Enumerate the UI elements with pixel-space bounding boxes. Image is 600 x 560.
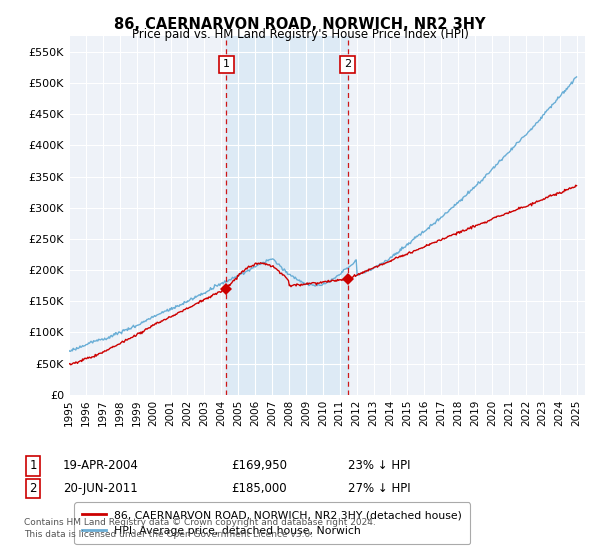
Text: 23% ↓ HPI: 23% ↓ HPI [348, 459, 410, 473]
Text: 1: 1 [223, 59, 230, 69]
Text: Price paid vs. HM Land Registry's House Price Index (HPI): Price paid vs. HM Land Registry's House … [131, 28, 469, 41]
Text: £185,000: £185,000 [231, 482, 287, 495]
Text: 2: 2 [29, 482, 37, 495]
Text: 2: 2 [344, 59, 351, 69]
Text: 20-JUN-2011: 20-JUN-2011 [63, 482, 138, 495]
Text: Contains HM Land Registry data © Crown copyright and database right 2024.
This d: Contains HM Land Registry data © Crown c… [24, 518, 376, 539]
Text: £169,950: £169,950 [231, 459, 287, 473]
Text: 27% ↓ HPI: 27% ↓ HPI [348, 482, 410, 495]
Text: 19-APR-2004: 19-APR-2004 [63, 459, 139, 473]
Bar [226, 36, 347, 395]
Text: 86, CAERNARVON ROAD, NORWICH, NR2 3HY: 86, CAERNARVON ROAD, NORWICH, NR2 3HY [114, 17, 486, 32]
Legend: 86, CAERNARVON ROAD, NORWICH, NR2 3HY (detached house), HPI: Average price, deta: 86, CAERNARVON ROAD, NORWICH, NR2 3HY (d… [74, 502, 470, 544]
Text: 1: 1 [29, 459, 37, 473]
